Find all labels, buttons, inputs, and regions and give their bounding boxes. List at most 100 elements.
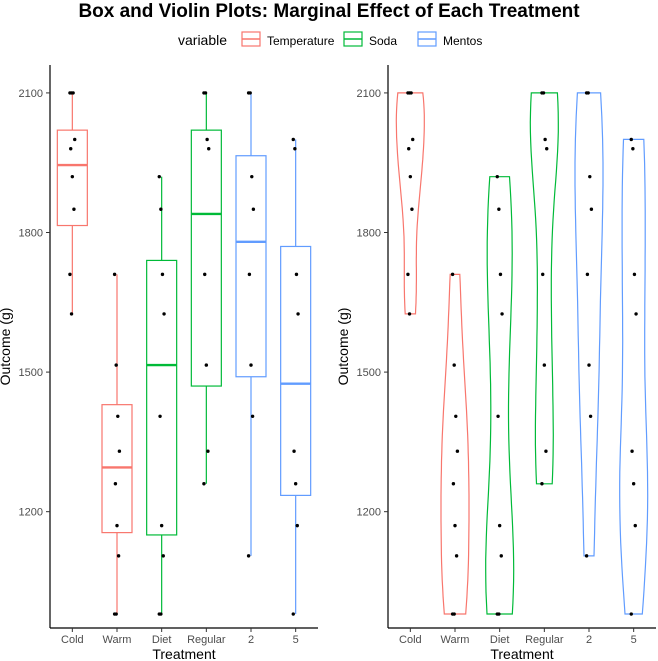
- data-point: [542, 363, 547, 367]
- y-tick-label: 1800: [357, 228, 381, 240]
- box-cold: [56, 91, 88, 316]
- data-point: [73, 137, 77, 142]
- data-point: [202, 482, 206, 486]
- violin-diet: [485, 174, 515, 616]
- data-point: [450, 272, 455, 277]
- data-point: [204, 363, 209, 367]
- data-point: [632, 272, 637, 277]
- data-point: [633, 523, 637, 528]
- data-point: [293, 482, 298, 486]
- data-point: [454, 554, 459, 558]
- data-point: [499, 554, 503, 558]
- data-point: [589, 207, 594, 211]
- data-point: [541, 91, 546, 95]
- data-point: [631, 147, 635, 151]
- data-point: [495, 174, 499, 179]
- data-point: [251, 207, 256, 211]
- data-point: [409, 91, 413, 95]
- legend-key-soda: [343, 31, 363, 47]
- data-point: [250, 414, 255, 418]
- data-point: [455, 449, 460, 453]
- data-point: [116, 414, 120, 418]
- x-axis-title: Treatment: [152, 646, 215, 661]
- y-tick-label: 2100: [19, 88, 43, 100]
- box-iqr: [280, 245, 312, 496]
- box-warm: [101, 272, 133, 616]
- legend-title: variable: [178, 32, 227, 48]
- data-point: [159, 612, 163, 616]
- violin-cold: [395, 91, 425, 316]
- data-point: [116, 554, 121, 558]
- data-point: [406, 272, 410, 277]
- data-point: [496, 414, 500, 418]
- data-point: [69, 147, 73, 151]
- data-point: [72, 207, 76, 211]
- data-point: [248, 91, 252, 95]
- data-point: [295, 523, 299, 528]
- data-point: [543, 137, 547, 142]
- data-point: [500, 312, 504, 316]
- x-tick-label: Regular: [525, 634, 564, 646]
- data-point: [161, 554, 165, 558]
- violin-shape: [440, 273, 470, 615]
- violin-regular: [529, 91, 559, 486]
- data-point: [451, 482, 456, 486]
- data-point: [540, 482, 544, 486]
- legend-key-mentos: [417, 31, 437, 47]
- data-point: [250, 174, 254, 179]
- legend-label: Soda: [369, 34, 397, 48]
- data-point: [497, 523, 502, 528]
- data-point: [157, 174, 161, 179]
- box-iqr: [146, 259, 178, 536]
- data-point: [115, 523, 119, 528]
- y-tick-label: 2100: [357, 88, 381, 100]
- data-point: [629, 612, 633, 616]
- violin-warm: [440, 272, 470, 616]
- data-point: [584, 554, 589, 558]
- data-point: [158, 414, 162, 418]
- data-point: [497, 207, 501, 211]
- data-point: [631, 482, 636, 486]
- data-point: [294, 272, 299, 277]
- data-point: [117, 449, 122, 453]
- box-iqr: [56, 129, 88, 227]
- data-point: [411, 137, 415, 142]
- y-tick-label: 1500: [19, 367, 43, 379]
- box-iqr: [235, 155, 267, 378]
- data-point: [69, 312, 74, 316]
- y-axis-title: Outcome (g): [335, 308, 351, 386]
- legend-label: Mentos: [443, 34, 482, 48]
- data-point: [585, 272, 590, 277]
- data-point: [454, 414, 458, 418]
- data-point: [203, 272, 207, 277]
- data-point: [452, 612, 456, 616]
- data-point: [296, 312, 300, 316]
- box-5: [280, 137, 312, 616]
- x-tick-label: Cold: [399, 634, 422, 646]
- data-point: [291, 137, 295, 142]
- data-point: [498, 272, 503, 277]
- data-point: [162, 312, 166, 316]
- data-point: [159, 523, 164, 528]
- data-point: [588, 414, 593, 418]
- data-point: [293, 147, 297, 151]
- data-point: [246, 554, 251, 558]
- x-tick-label: Warm: [103, 634, 132, 646]
- x-tick-label: Diet: [490, 634, 510, 646]
- violin-shape: [619, 138, 649, 615]
- x-tick-label: Regular: [187, 634, 226, 646]
- legend-key-temperature: [241, 31, 261, 47]
- data-point: [588, 174, 592, 179]
- data-point: [292, 449, 296, 453]
- data-point: [71, 91, 75, 95]
- data-point: [453, 523, 457, 528]
- x-tick-label: 5: [631, 634, 637, 646]
- box-diet: [146, 174, 178, 616]
- box-iqr: [190, 129, 222, 387]
- data-point: [634, 312, 638, 316]
- violin-shape: [529, 92, 559, 485]
- x-tick-label: 2: [586, 634, 592, 646]
- violin-5: [619, 137, 649, 616]
- box-plot-panel: 1200 1500 1800 2100 Cold Warm Diet Regular 2 5 Tre…: [0, 65, 318, 661]
- data-point: [586, 91, 590, 95]
